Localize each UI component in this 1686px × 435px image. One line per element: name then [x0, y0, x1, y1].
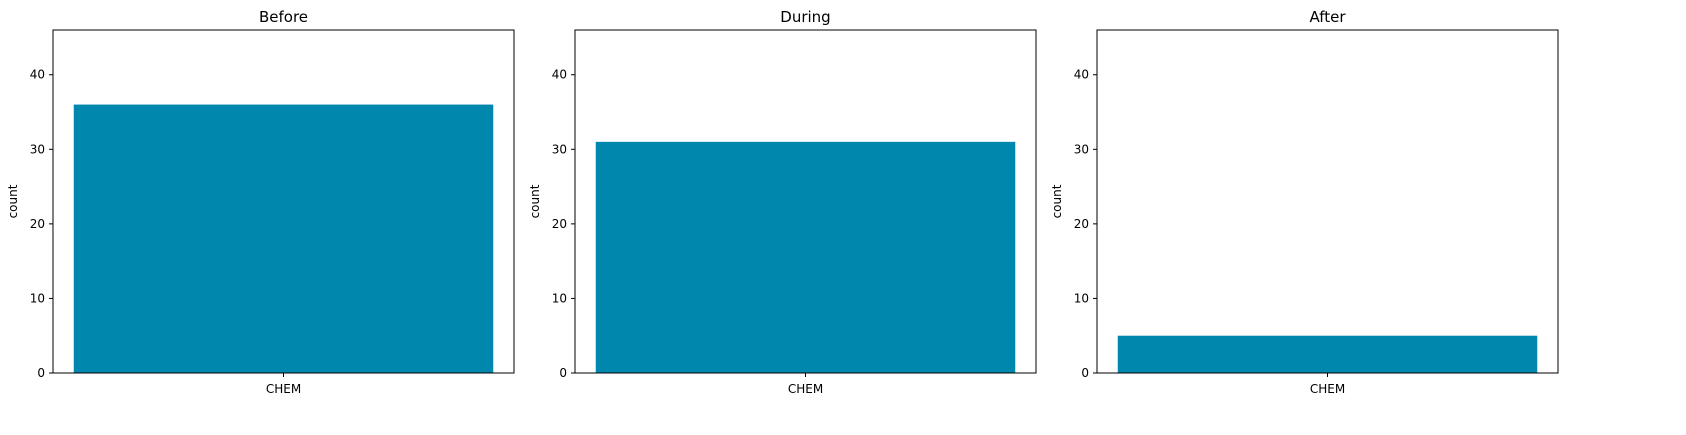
plot-frame [52, 29, 515, 374]
y-axis-label: count [6, 184, 20, 218]
chart-title: Before [259, 8, 308, 26]
bar-chem [595, 141, 1016, 373]
plot-frame [1096, 29, 1559, 374]
x-tick-label: CHEM [788, 382, 823, 396]
y-tick-label: 10 [30, 291, 45, 305]
y-tick-label: 40 [552, 68, 567, 82]
y-tick-label: 30 [552, 142, 567, 156]
y-tick-label: 0 [1081, 366, 1089, 380]
bar-chem [73, 104, 494, 373]
y-tick-label: 0 [37, 366, 45, 380]
bar-chem [1117, 335, 1538, 373]
chart-panel-2: CHEM 0 10 20 30 40 During count [528, 8, 1037, 396]
y-tick-label: 20 [1074, 217, 1089, 231]
chart-title: After [1309, 8, 1346, 26]
y-tick-label: 40 [1074, 68, 1089, 82]
y-tick-label: 10 [552, 291, 567, 305]
y-tick-label: 40 [30, 68, 45, 82]
y-tick-label: 10 [1074, 291, 1089, 305]
y-tick-label: 30 [1074, 142, 1089, 156]
chart-title: During [780, 8, 830, 26]
plot-frame [574, 29, 1037, 374]
x-tick-label: CHEM [1310, 382, 1345, 396]
y-tick-label: 20 [552, 217, 567, 231]
y-axis-label: count [1050, 184, 1064, 218]
x-tick-label: CHEM [266, 382, 301, 396]
chart-panel-1: CHEM 0 10 20 30 40 Before count [6, 8, 515, 396]
y-tick-label: 30 [30, 142, 45, 156]
y-tick-label: 20 [30, 217, 45, 231]
y-tick-label: 0 [559, 366, 567, 380]
chart-panel-3: CHEM 0 10 20 30 40 After count [1050, 8, 1559, 396]
y-axis-label: count [528, 184, 542, 218]
